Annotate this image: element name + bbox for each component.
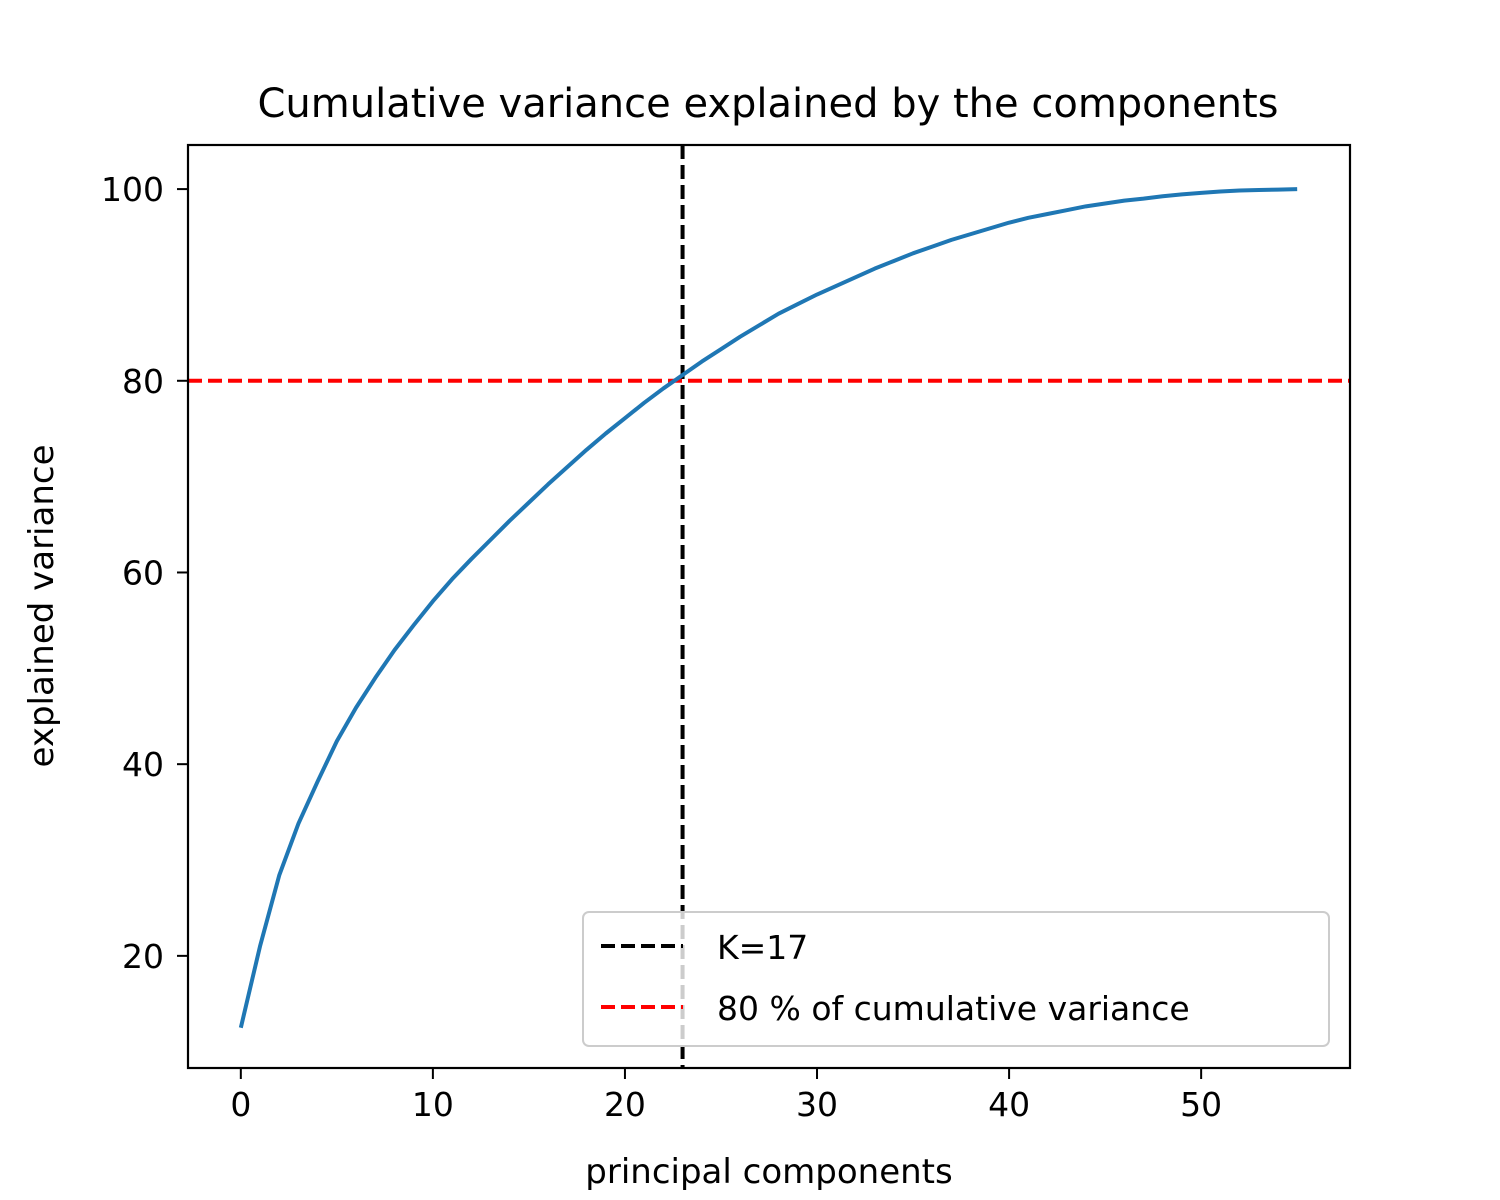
- legend: K=17 80 % of cumulative variance: [582, 911, 1330, 1047]
- x-tick-label: 40: [988, 1085, 1030, 1124]
- y-tick-label: 100: [101, 170, 164, 209]
- x-axis-ticks: 0 10 20 30 40 50: [230, 1068, 1222, 1124]
- series-line: [238, 187, 1298, 1029]
- x-tick-label: 0: [230, 1085, 251, 1124]
- legend-label-k: K=17: [717, 928, 808, 967]
- x-tick-label: 10: [412, 1085, 454, 1124]
- legend-box: [582, 911, 1330, 1047]
- plot-frame: [186, 143, 1352, 1070]
- x-axis-label: principal components: [585, 1152, 952, 1192]
- y-axis-label: explained variance: [22, 445, 62, 768]
- y-tick-label: 60: [122, 553, 164, 592]
- y-axis-ticks: 20 40 60 80 100: [101, 170, 188, 976]
- chart-title: Cumulative variance explained by the com…: [258, 81, 1279, 127]
- y-tick-label: 40: [122, 745, 164, 784]
- y-tick-label: 80: [122, 362, 164, 401]
- x-tick-label: 30: [796, 1085, 838, 1124]
- y-tick-label: 20: [122, 937, 164, 976]
- legend-label-80: 80 % of cumulative variance: [717, 989, 1190, 1028]
- x-tick-label: 50: [1180, 1085, 1222, 1124]
- x-tick-label: 20: [604, 1085, 646, 1124]
